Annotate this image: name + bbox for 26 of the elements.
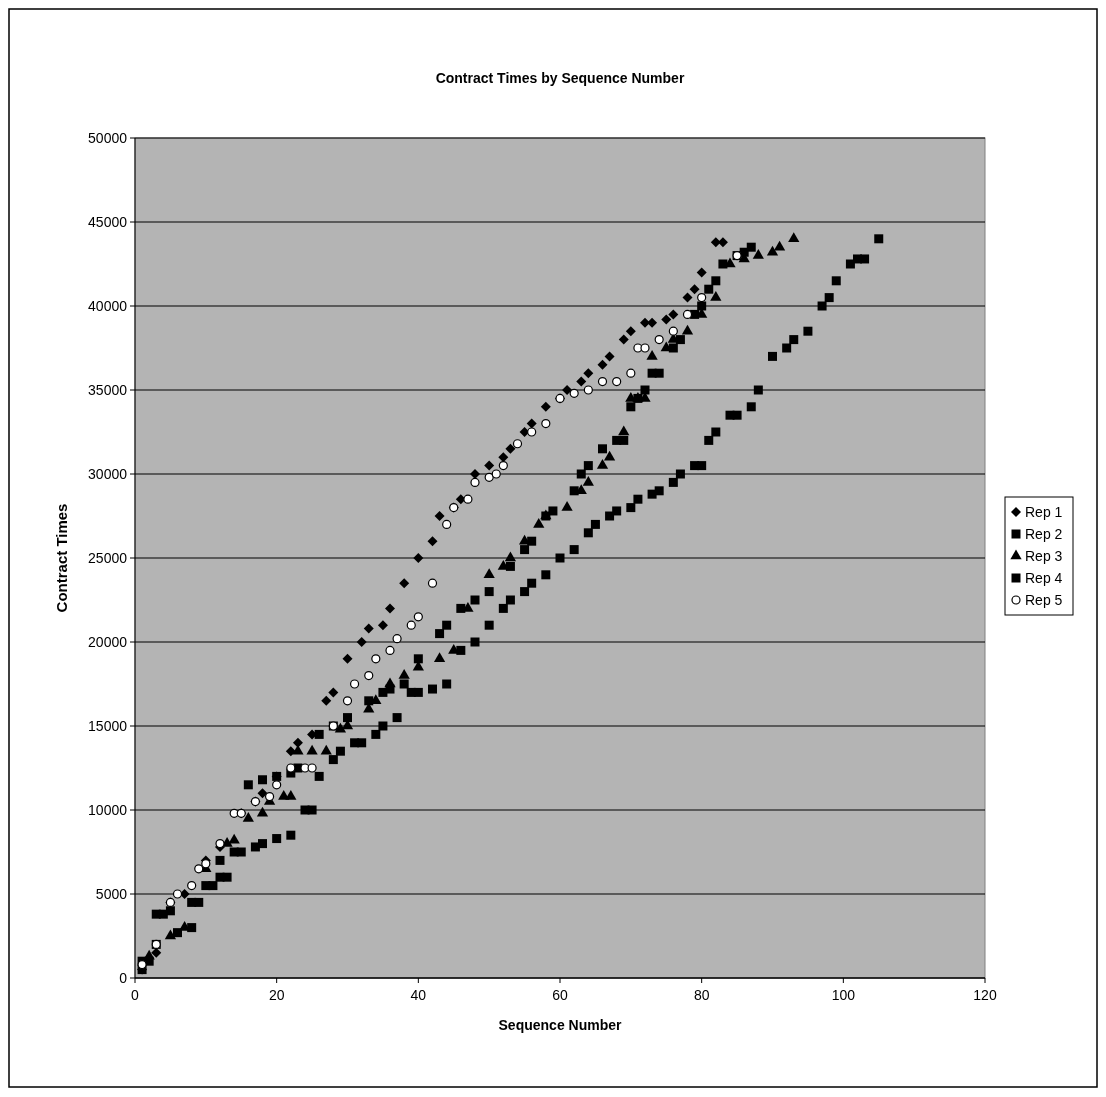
legend-label: Rep 3 — [1025, 547, 1063, 564]
y-tick-label: 5000 — [95, 885, 128, 902]
x-tick-label: 0 — [131, 987, 140, 1003]
x-tick-label: 120 — [973, 987, 997, 1003]
y-tick-label: 35000 — [88, 381, 128, 398]
y-tick-label: 10000 — [88, 801, 128, 818]
y-tick-label: 40000 — [88, 297, 128, 314]
x-tick-label: 100 — [831, 987, 856, 1003]
legend-label: Rep 2 — [1025, 525, 1063, 542]
x-tick-label: 80 — [693, 987, 710, 1003]
legend-label: Rep 4 — [1025, 569, 1063, 586]
y-tick-label: 25000 — [88, 549, 128, 566]
y-tick-label: 50000 — [88, 129, 128, 146]
x-tick-label: 40 — [410, 987, 427, 1003]
x-tick-label: 60 — [552, 987, 568, 1003]
legend-label: Rep 5 — [1025, 591, 1063, 608]
y-tick-label: 0 — [119, 969, 128, 986]
y-tick-label: 15000 — [88, 717, 128, 734]
y-tick-label: 30000 — [88, 465, 128, 482]
y-tick-label: 20000 — [88, 633, 128, 650]
x-axis-title: Sequence Number — [498, 1017, 623, 1033]
chart-title: Contract Times by Sequence Number — [435, 70, 685, 86]
y-tick-label: 45000 — [88, 213, 128, 230]
legend-label: Rep 1 — [1025, 503, 1063, 520]
y-axis-title: Contract Times — [53, 503, 70, 613]
x-tick-label: 20 — [268, 987, 285, 1003]
